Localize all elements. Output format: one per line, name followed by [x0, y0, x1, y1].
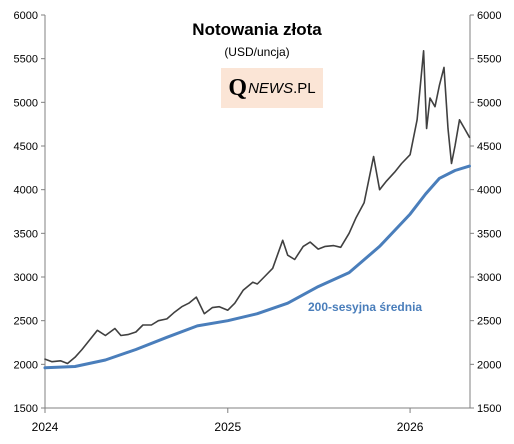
y-tick-label-left: 3500 — [14, 228, 38, 240]
y-tick-label-left: 5500 — [14, 54, 38, 66]
y-tick-label-left: 4000 — [14, 185, 38, 197]
y-axis-right-ticks: 1500 2000 2500 3000 3500 4000 4500 5000 5500 6000 — [470, 10, 501, 415]
x-tick-label: 2026 — [397, 420, 424, 434]
y-tick-label-left: 3000 — [14, 272, 38, 284]
y-tick-label-left: 5000 — [14, 97, 38, 109]
x-tick-label: 2025 — [214, 420, 241, 434]
y-tick-label-left: 1500 — [14, 403, 38, 415]
y-tick-label-left: 2500 — [14, 316, 38, 328]
qnews-logo: Q NEWS .PL — [221, 68, 323, 108]
chart-subtitle: (USD/uncja) — [224, 45, 290, 59]
y-tick-label-right: 4000 — [477, 185, 501, 197]
y-tick-label-right: 2500 — [477, 316, 501, 328]
y-tick-label-right: 1500 — [477, 403, 501, 415]
chart-axes — [44, 15, 471, 409]
y-tick-label-right: 4500 — [477, 141, 501, 153]
y-tick-label-right: 3500 — [477, 228, 501, 240]
x-axis-ticks: 2024 2025 2026 — [32, 408, 424, 434]
logo-word-news: NEWS — [248, 79, 294, 97]
y-tick-label-right: 3000 — [477, 272, 501, 284]
logo-letter-q: Q — [228, 74, 248, 101]
y-tick-label-right: 5500 — [477, 54, 501, 66]
moving-average-line — [43, 164, 471, 370]
y-axis-left-ticks: 1500 2000 2500 3000 3500 4000 4500 5000 5500 6000 — [14, 10, 45, 415]
y-tick-label-right: 2000 — [477, 359, 501, 371]
gold-price-line — [44, 49, 471, 365]
logo-suffix: .PL — [293, 79, 316, 97]
y-tick-label-left: 2000 — [14, 359, 38, 371]
series-group — [43, 49, 471, 370]
moving-average-annotation: 200-sesyjna średnia — [308, 300, 423, 314]
x-tick-label: 2024 — [32, 420, 59, 434]
y-tick-label-right: 6000 — [477, 10, 501, 22]
y-tick-label-right: 5000 — [477, 97, 501, 109]
chart-title: Notowania złota — [192, 20, 322, 39]
y-tick-label-left: 6000 — [14, 10, 38, 22]
y-tick-label-left: 4500 — [14, 141, 38, 153]
